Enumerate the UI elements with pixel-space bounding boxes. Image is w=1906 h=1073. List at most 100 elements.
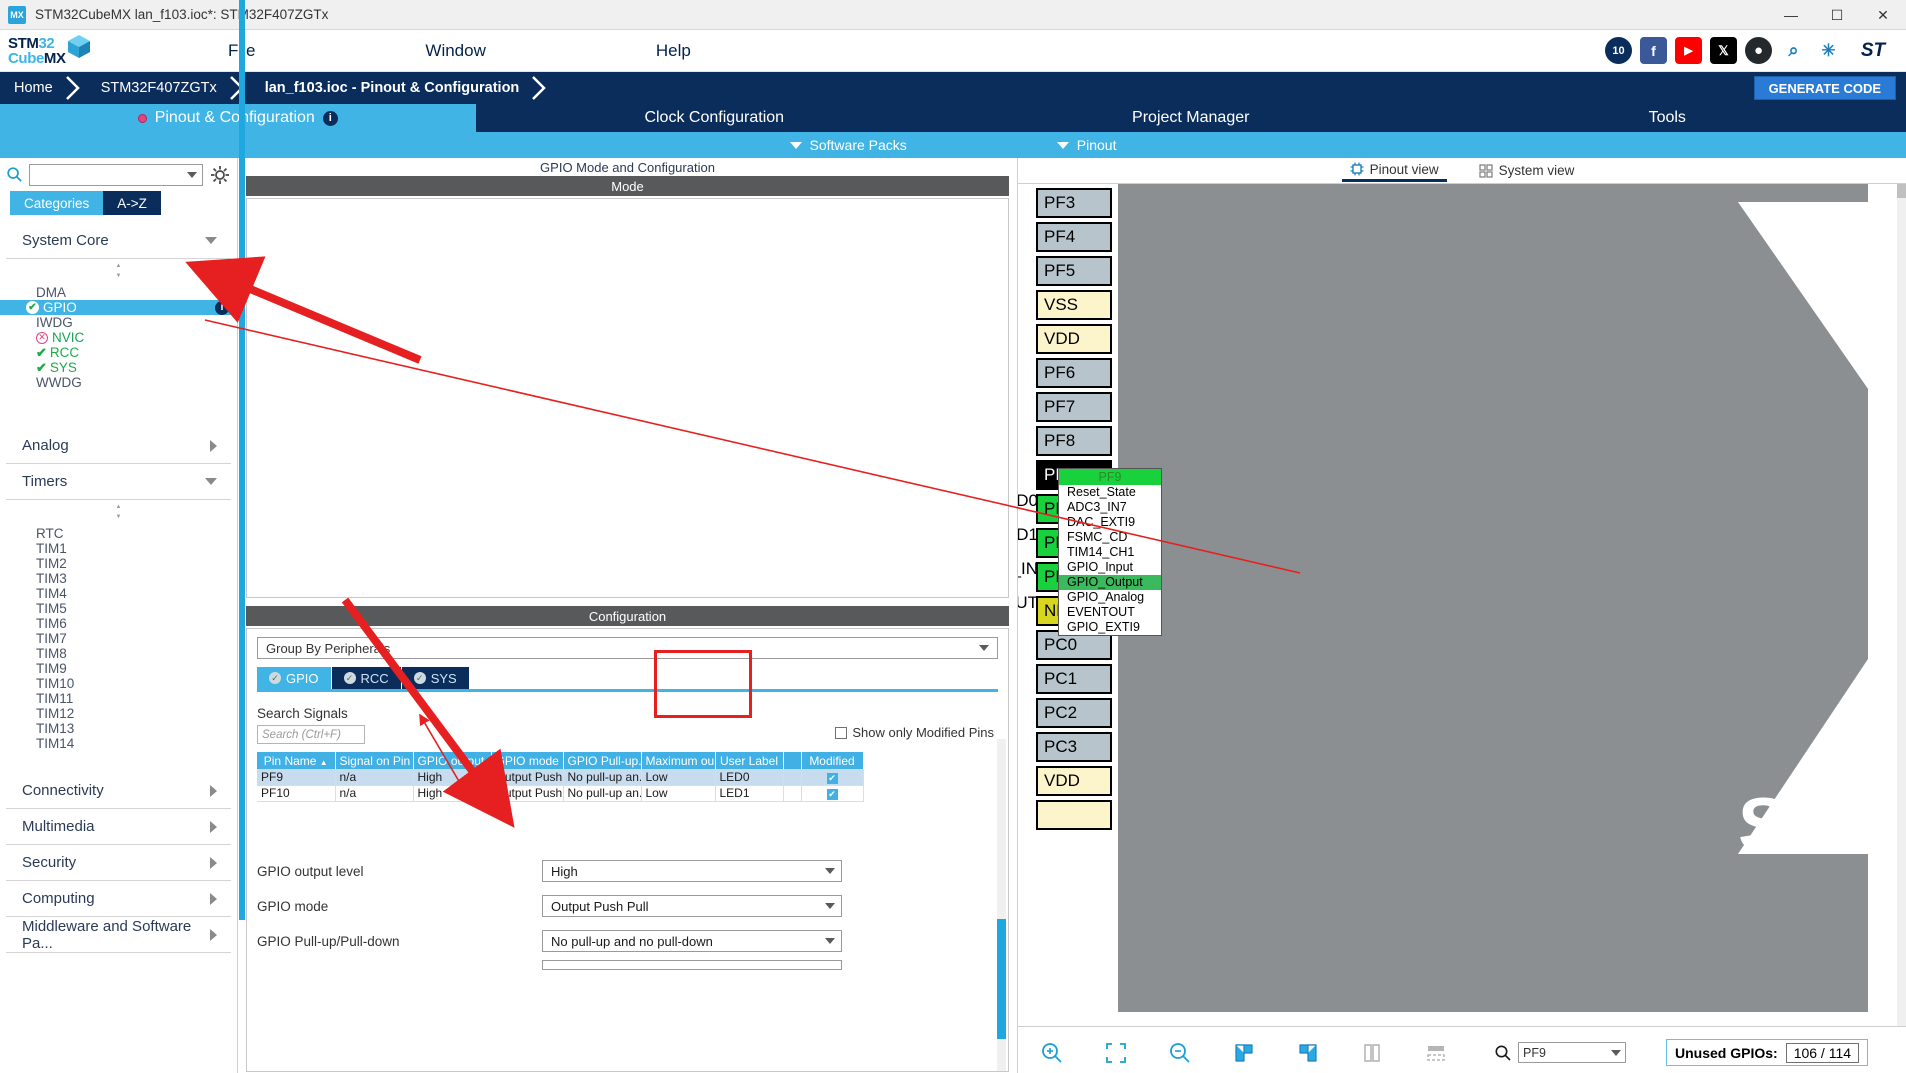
flip-vertical-icon[interactable] xyxy=(1424,1041,1448,1065)
chip-pin-pf7[interactable]: PF7 xyxy=(1036,392,1112,422)
search-icon[interactable]: ⌕ xyxy=(1780,37,1807,64)
property-select-gpio-output-level[interactable]: High xyxy=(542,860,842,882)
mode-area[interactable] xyxy=(246,198,1009,598)
property-select-gpio-pull-up-pull-down[interactable]: No pull-up and no pull-down xyxy=(542,930,842,952)
breadcrumb-home[interactable]: Home xyxy=(14,80,53,96)
ptab-gpio[interactable]: ✓ GPIO xyxy=(257,667,332,689)
sidebar-item-tim4[interactable]: TIM4 xyxy=(0,586,237,601)
table-cell-label[interactable]: LED1 xyxy=(715,785,784,802)
sidebar-item-gpio[interactable]: ✔ GPIO i xyxy=(0,300,237,315)
table-cell-output[interactable]: High xyxy=(413,769,492,786)
table-cell-label[interactable]: LED0 xyxy=(715,769,784,786)
zoom-in-icon[interactable] xyxy=(1040,1041,1064,1065)
search-icon-sidebar[interactable] xyxy=(6,166,23,183)
chip-pin-pc2[interactable]: PC2 xyxy=(1036,698,1112,728)
sidebar-group-security[interactable]: Security xyxy=(6,845,231,881)
search-input[interactable] xyxy=(29,163,203,186)
github-icon[interactable]: ● xyxy=(1745,37,1772,64)
chip-pin-vdd[interactable]: VDD xyxy=(1036,766,1112,796)
chip-pin-unnamed[interactable] xyxy=(1036,800,1112,830)
group-by-select[interactable]: Group By Peripherals xyxy=(257,637,998,659)
x-twitter-icon[interactable]: 𝕏 xyxy=(1710,37,1737,64)
menu-window[interactable]: Window xyxy=(425,40,486,60)
tab-system-view[interactable]: System view xyxy=(1471,161,1583,180)
sidebar-group-connectivity[interactable]: Connectivity xyxy=(6,773,231,809)
pf9-menu-item-eventout[interactable]: EVENTOUT xyxy=(1067,605,1135,619)
checkbox-modified[interactable]: ✔ xyxy=(826,772,838,784)
table-cell-mode[interactable]: Output Push... xyxy=(491,769,564,786)
sidebar-item-tim6[interactable]: TIM6 xyxy=(0,616,237,631)
pin-configuration-table[interactable]: Pin Name ▲ Signal on Pin GPIO output ... GP… xyxy=(257,752,864,802)
rotate-left-icon[interactable] xyxy=(1296,1041,1320,1065)
sidebar-item-tim11[interactable]: TIM11 xyxy=(0,691,237,706)
st-community-icon[interactable]: 10 xyxy=(1605,37,1632,64)
chip-pin-vss[interactable]: VSS xyxy=(1036,290,1112,320)
show-only-modified-pins[interactable]: Show only Modified Pins xyxy=(835,725,994,740)
tab-pinout-view[interactable]: Pinout view xyxy=(1341,160,1447,182)
chip-pin-pc3[interactable]: PC3 xyxy=(1036,732,1112,762)
pf9-menu-item-tim14_ch1[interactable]: TIM14_CH1 xyxy=(1067,545,1135,559)
menu-help[interactable]: Help xyxy=(655,40,691,60)
table-cell-modified[interactable]: ✔ xyxy=(801,769,864,786)
tab-a-to-z[interactable]: A->Z xyxy=(103,191,161,215)
chip-pin-vdd[interactable]: VDD xyxy=(1036,324,1112,354)
flip-horizontal-icon[interactable] xyxy=(1360,1041,1384,1065)
chip-pin-pf3[interactable]: PF3 xyxy=(1036,188,1112,218)
sidebar-item-rcc[interactable]: ✔ RCC xyxy=(0,345,237,361)
pf9-menu-item-gpio_exti9[interactable]: GPIO_EXTI9 xyxy=(1067,620,1140,634)
sidebar-item-dma[interactable]: DMA xyxy=(0,285,237,300)
sidebar-group-timers[interactable]: Timers xyxy=(6,464,231,500)
breadcrumb-mcu[interactable]: STM32F407ZGTx xyxy=(100,80,217,96)
table-cell-signal[interactable]: n/a xyxy=(335,785,414,802)
table-header-cell[interactable]: GPIO Pull-up... xyxy=(563,752,642,769)
sidebar-group-computing[interactable]: Computing xyxy=(6,881,231,917)
scroll-spinner-icon[interactable]: ▲ ▼ xyxy=(115,504,122,520)
subtab-pinout[interactable]: Pinout xyxy=(1056,137,1116,153)
table-header-cell[interactable]: Pin Name ▲ xyxy=(257,752,336,769)
generate-code-button[interactable]: GENERATE CODE xyxy=(1753,76,1896,100)
chip-pin-pc1[interactable]: PC1 xyxy=(1036,664,1112,694)
property-select-gpio-mode[interactable]: Output Push Pull xyxy=(542,895,842,917)
table-cell-pull[interactable]: No pull-up an... xyxy=(563,785,642,802)
st-logo-icon[interactable]: ST xyxy=(1850,37,1896,64)
chip-pin-pf8[interactable]: PF8 xyxy=(1036,426,1112,456)
gear-icon[interactable] xyxy=(209,164,231,186)
info-icon[interactable]: i xyxy=(215,300,229,315)
sidebar-item-iwdg[interactable]: IWDG xyxy=(0,315,237,330)
sidebar-item-tim9[interactable]: TIM9 xyxy=(0,661,237,676)
sidebar-item-tim10[interactable]: TIM10 xyxy=(0,676,237,691)
table-cell-pull[interactable]: No pull-up an... xyxy=(563,769,642,786)
sidebar-item-tim12[interactable]: TIM12 xyxy=(0,706,237,721)
sidebar-item-tim2[interactable]: TIM2 xyxy=(0,556,237,571)
rotate-right-icon[interactable] xyxy=(1232,1041,1256,1065)
pf9-menu-items[interactable]: Reset_State ADC3_IN7 DAC_EXTI9 FSMC_CD TIM14… xyxy=(1059,485,1161,635)
table-header-cell[interactable]: GPIO mode xyxy=(491,752,564,769)
sidebar-group-system-core[interactable]: System Core xyxy=(6,223,231,259)
table-header-cell[interactable]: GPIO output ... xyxy=(413,752,492,769)
sidebar-group-multimedia[interactable]: Multimedia xyxy=(6,809,231,845)
sidebar-item-tim8[interactable]: TIM8 xyxy=(0,646,237,661)
sidebar-item-nvic[interactable]: ✕ NVIC xyxy=(0,330,237,345)
sidebar-item-tim13[interactable]: TIM13 xyxy=(0,721,237,736)
pf9-menu-item-reset_state[interactable]: Reset_State xyxy=(1067,485,1136,499)
pf9-menu-item-fsmc_cd[interactable]: FSMC_CD xyxy=(1067,530,1128,544)
sidebar-splitter[interactable] xyxy=(239,0,245,920)
search-signals-input[interactable]: Search (Ctrl+F) xyxy=(257,725,365,744)
search-icon-pinout[interactable] xyxy=(1494,1044,1512,1062)
config-scrollbar-thumb[interactable] xyxy=(997,919,1006,1039)
tab-project-manager[interactable]: Project Manager xyxy=(953,104,1430,132)
table-cell-speed[interactable]: Low xyxy=(641,769,716,786)
table-cell-output[interactable]: High xyxy=(413,785,492,802)
pf9-menu-item-gpio_input[interactable]: GPIO_Input xyxy=(1067,560,1134,574)
pf9-menu-item-gpio_analog[interactable]: GPIO_Analog xyxy=(1067,590,1145,604)
scroll-spinner-icon[interactable]: ▲ ▼ xyxy=(115,263,122,279)
sidebar-item-tim14[interactable]: TIM14 xyxy=(0,736,237,751)
pf9-menu-item-dac_exti9[interactable]: DAC_EXTI9 xyxy=(1067,515,1136,529)
table-cell-pin[interactable]: PF10 xyxy=(257,785,336,802)
sidebar-group-middleware-and-software-pa[interactable]: Middleware and Software Pa... xyxy=(6,917,231,953)
minimize-button[interactable]: — xyxy=(1784,7,1798,23)
property-select-partial[interactable] xyxy=(542,959,842,970)
info-icon[interactable]: i xyxy=(322,110,338,126)
